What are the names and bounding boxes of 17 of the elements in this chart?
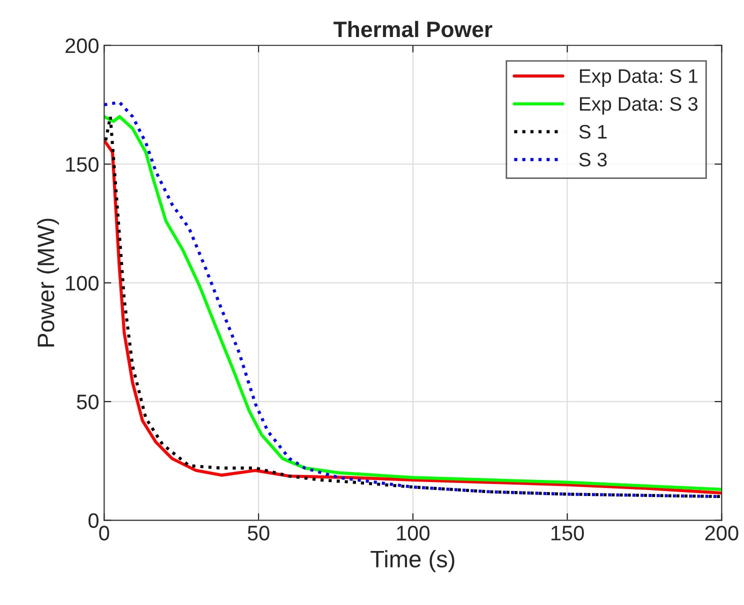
y-tick-label: 200 bbox=[66, 38, 98, 54]
y-tick-label: 100 bbox=[66, 276, 98, 291]
y-tick-label: 0 bbox=[88, 513, 98, 528]
y-axis-title: Power (MW) bbox=[36, 218, 59, 346]
legend-label: Exp Data: S 1 bbox=[580, 69, 698, 87]
legend-label: S 3 bbox=[579, 152, 607, 167]
x-tick-label: 100 bbox=[397, 526, 430, 540]
legend-label: S 1 bbox=[579, 124, 607, 139]
y-tick-label: 150 bbox=[66, 157, 98, 172]
x-axis-title: Time (s) bbox=[370, 550, 454, 572]
x-tick-label: 0 bbox=[99, 526, 110, 540]
legend-label: Exp Data: S 3 bbox=[580, 97, 698, 115]
x-tick-label: 50 bbox=[248, 526, 270, 540]
x-tick-label: 150 bbox=[552, 526, 584, 540]
y-tick-label: 50 bbox=[76, 394, 98, 410]
x-tick-label: 200 bbox=[705, 526, 738, 540]
chart-title: Thermal Power bbox=[334, 20, 492, 38]
